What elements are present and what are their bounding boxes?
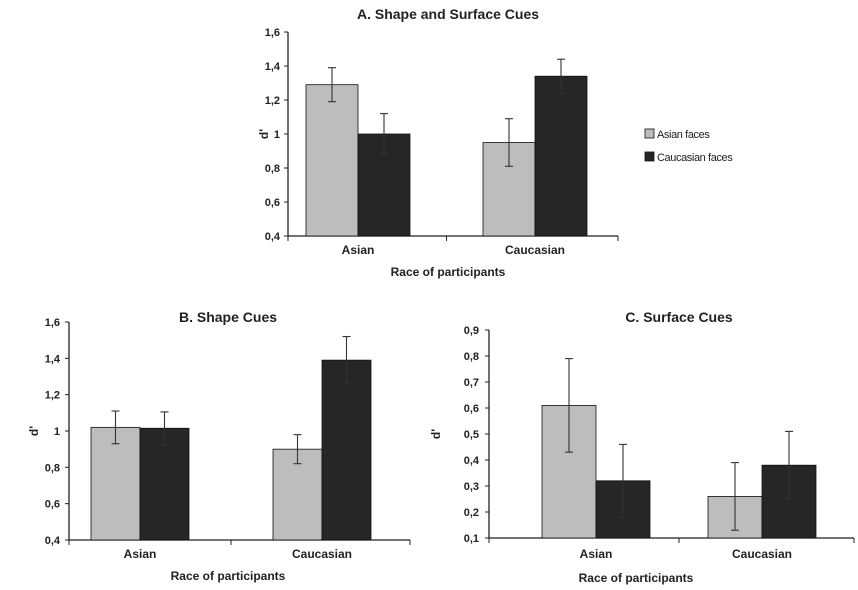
chart-3-ytick-label: 0,4 [464,455,480,467]
chart-3-ylabel: d' [429,429,443,439]
chart-2-ytick-label: 0,8 [45,462,60,474]
chart-2-category-label: Caucasian [292,547,352,561]
chart-1-xlabel: Race of participants [391,265,506,279]
chart-1-ylabel: d' [257,129,271,139]
chart-1-ytick-label: 0,8 [265,163,280,175]
chart-2-bar [90,426,141,541]
chart-3-ytick-label: 0,1 [464,533,479,545]
chart-2-bar [321,359,372,541]
chart-3-ytick-label: 0,2 [464,507,479,519]
legend-entry: Caucasian faces [657,152,733,164]
chart-1-ytick-label: 0,4 [265,231,281,243]
chart-1-category-label: Asian [342,243,375,257]
chart-3-ytick-label: 0,3 [464,481,479,493]
chart-3-category-label: Asian [580,547,613,561]
chart-2-category-label: Asian [124,547,157,561]
chart-2-ytick-label: 1,6 [45,317,60,329]
chart-2-ytick-label: 1,2 [45,390,60,402]
chart-1-title: A. Shape and Surface Cues [357,6,539,22]
chart-1-ytick-label: 1,4 [265,61,281,73]
chart-1-ytick-label: 0,6 [265,197,280,209]
legend-swatch [644,128,655,139]
legend-entry: Asian faces [657,129,710,141]
chart-2-xlabel: Race of participants [171,569,286,583]
chart-3-ytick-label: 0,8 [464,351,479,363]
chart-2-ytick-label: 1 [54,426,60,438]
chart-2-ytick-label: 1,4 [45,353,61,365]
chart-1-ytick-label: 1 [274,129,280,141]
chart-2-bar [139,427,190,541]
chart-2-ytick-label: 0,6 [45,499,60,511]
chart-2-ylabel: d' [27,426,41,436]
chart-3-category-label: Caucasian [732,547,792,561]
chart-3-ytick-label: 0,9 [464,325,479,337]
chart-2-title: B. Shape Cues [179,309,277,325]
chart-1-ytick-label: 1,6 [265,27,280,39]
chart-1-bar [305,84,359,237]
chart-3-ytick-label: 0,6 [464,403,479,415]
chart-3-ytick-label: 0,7 [464,377,479,389]
chart-2-bar [272,448,323,541]
chart-3-ytick-label: 0,5 [464,429,479,441]
chart-1-category-label: Caucasian [505,243,565,257]
chart-2-ytick-label: 0,4 [45,535,61,547]
chart-3-title: C. Surface Cues [625,309,733,325]
legend-swatch [644,151,655,162]
chart-3-xlabel: Race of participants [579,571,694,585]
chart-1-bar [534,75,588,237]
chart-1-ytick-label: 1,2 [265,95,280,107]
